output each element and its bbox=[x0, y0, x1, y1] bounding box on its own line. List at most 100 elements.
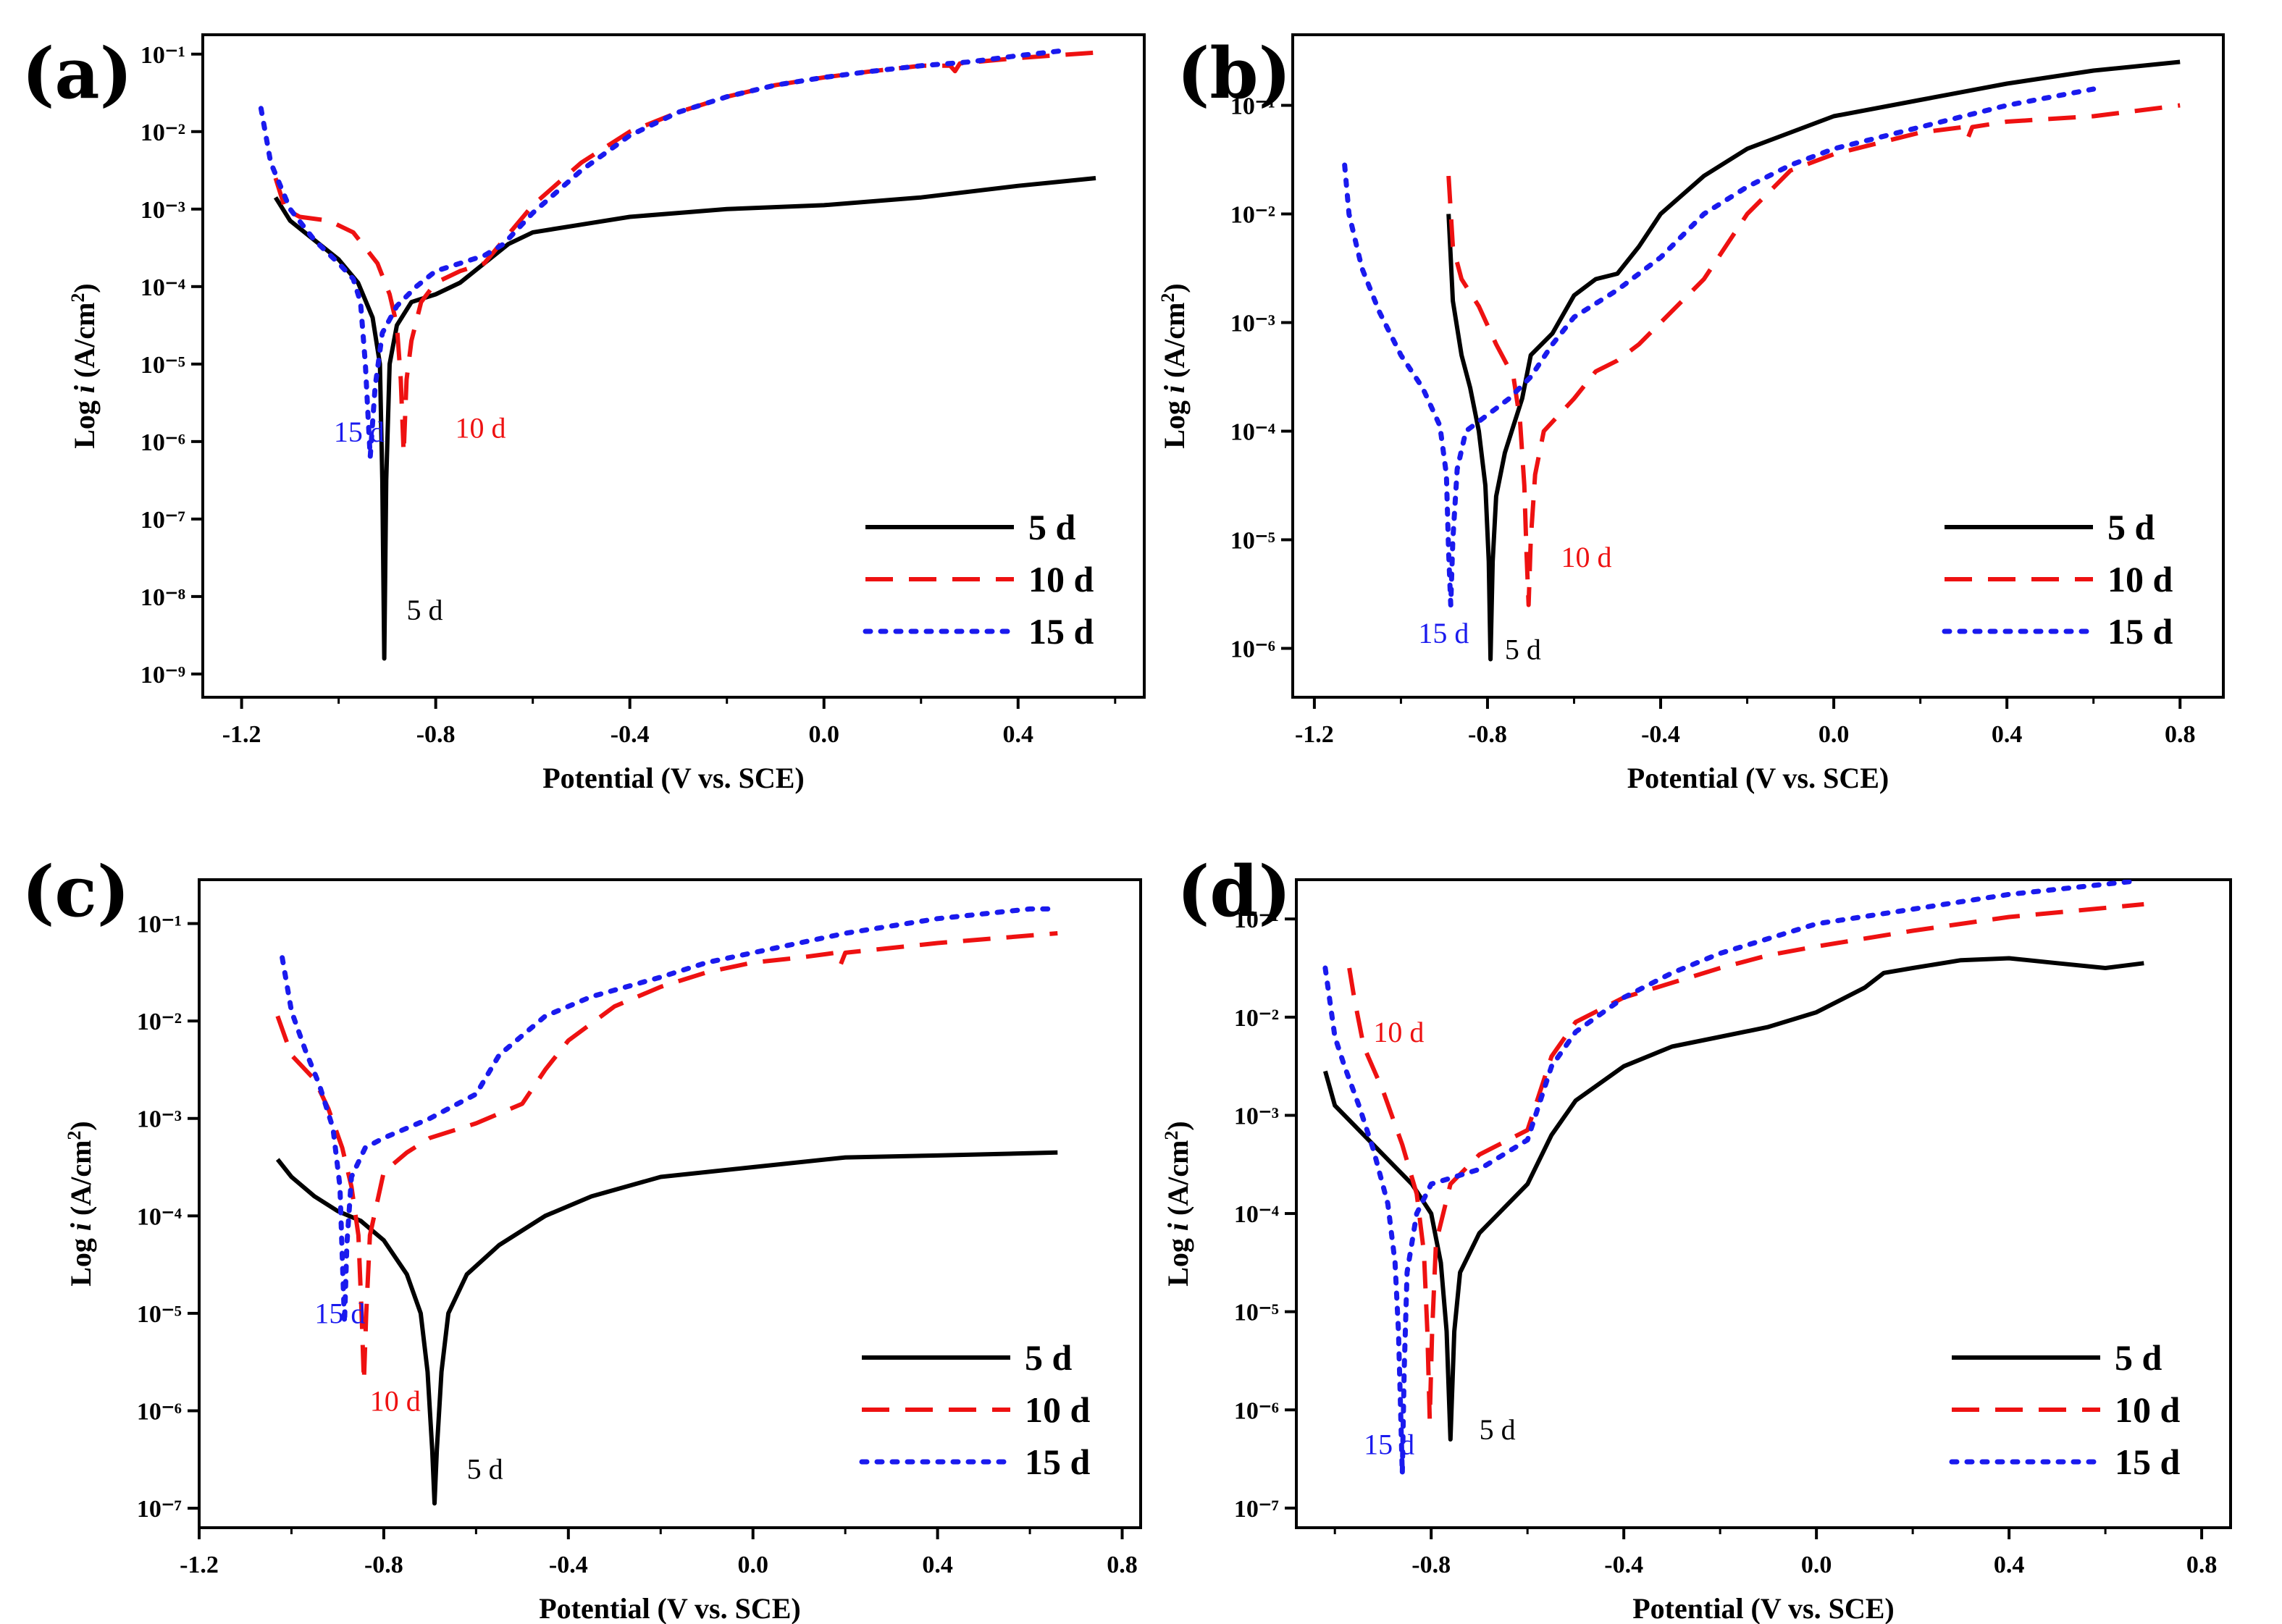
legend-label: 5 d bbox=[2115, 1337, 2163, 1378]
curve-annotation: 5 d bbox=[1505, 634, 1541, 666]
legend-label: 15 d bbox=[2107, 611, 2173, 652]
y-axis-title: Log i (A/cm2) bbox=[1161, 1121, 1195, 1287]
y-tick-label: 10⁻⁷ bbox=[140, 507, 185, 534]
y-tick-label: 10⁻² bbox=[1234, 1005, 1279, 1032]
x-tick-label: -1.2 bbox=[1295, 721, 1334, 748]
plot-frame bbox=[1291, 33, 2225, 699]
legend-label: 10 d bbox=[2107, 559, 2173, 599]
y-axis-title: Log i (A/cm2) bbox=[67, 283, 101, 449]
x-tick-label: 0.0 bbox=[737, 1552, 768, 1578]
x-tick-label: -1.2 bbox=[222, 721, 261, 748]
x-axis-title: Potential (V vs. SCE) bbox=[1627, 762, 1889, 794]
legend-label: 15 d bbox=[2115, 1442, 2181, 1482]
y-tick-label: 10⁻⁹ bbox=[140, 662, 185, 689]
series-line-5d bbox=[275, 1150, 1058, 1506]
curve-annotation: 15 d bbox=[334, 416, 385, 448]
y-tick-label: 10⁻¹ bbox=[137, 912, 182, 938]
panel-label: (d) bbox=[1177, 851, 1291, 933]
y-axis-title: Log i (A/cm2) bbox=[1157, 283, 1191, 449]
y-axis-title: Log i (A/cm2) bbox=[64, 1121, 98, 1287]
legend-label: 5 d bbox=[1028, 507, 1076, 547]
plot-frame bbox=[1295, 878, 2232, 1529]
y-tick-label: 10⁻⁶ bbox=[140, 429, 185, 456]
panel-label: (b) bbox=[1177, 33, 1291, 114]
chart-panel: (d) -0.8 -0.4 0.0 0.4 0.8 10⁻⁷ 10⁻⁶ 10⁻⁵ 10⁻⁴ 10⁻³… bbox=[1161, 851, 2232, 1624]
panel-label: (a) bbox=[22, 33, 133, 114]
curve-annotation: 15 d bbox=[1364, 1428, 1414, 1460]
x-axis-title: Potential (V vs. SCE) bbox=[1632, 1592, 1894, 1624]
x-tick-label: -0.8 bbox=[1411, 1552, 1451, 1578]
curve-annotation: 15 d bbox=[314, 1297, 365, 1329]
curve-annotation: 5 d bbox=[406, 594, 442, 626]
x-tick-label: 0.0 bbox=[1819, 721, 1850, 748]
series-line-5d bbox=[1446, 59, 2181, 662]
curve-annotation: 15 d bbox=[1418, 617, 1469, 649]
legend-label: 10 d bbox=[1028, 559, 1094, 599]
series-line-5d bbox=[1323, 956, 2144, 1442]
x-tick-label: 0.4 bbox=[1994, 1552, 2025, 1578]
series-line-15d bbox=[280, 906, 1060, 1326]
y-tick-label: 10⁻⁴ bbox=[137, 1203, 182, 1230]
x-tick-label: -0.4 bbox=[611, 721, 650, 748]
x-tick-label: -0.4 bbox=[1641, 721, 1680, 748]
series-line-10d bbox=[275, 931, 1058, 1384]
y-tick-label: 10⁻³ bbox=[1230, 311, 1275, 337]
chart-panel: (a) -1.2 -0.8 -0.4 0.0 0.4 10⁻⁹ 10⁻⁸ 10⁻⁷ 10⁻⁶ 10⁻… bbox=[22, 33, 1146, 794]
y-tick-label: 10⁻² bbox=[140, 119, 185, 146]
y-tick-label: 10⁻⁵ bbox=[1230, 528, 1275, 555]
legend-label: 5 d bbox=[1025, 1337, 1073, 1378]
series-line-5d bbox=[273, 176, 1096, 661]
y-tick-label: 10⁻³ bbox=[137, 1106, 182, 1133]
y-tick-label: 10⁻⁶ bbox=[1234, 1397, 1279, 1424]
chart-panel: (b) -1.2 -0.8 -0.4 0.0 0.4 0.8 10⁻⁶ 10⁻⁵ 10⁻⁴ 10⁻³… bbox=[1157, 33, 2225, 794]
y-tick-label: 10⁻⁸ bbox=[140, 584, 185, 611]
curve-annotation: 10 d bbox=[455, 411, 506, 444]
x-tick-label: -0.8 bbox=[364, 1552, 403, 1578]
x-tick-label: 0.0 bbox=[1801, 1552, 1832, 1578]
x-tick-label: -0.4 bbox=[1604, 1552, 1643, 1578]
curve-annotation: 10 d bbox=[1561, 541, 1612, 573]
x-tick-label: 0.4 bbox=[922, 1552, 953, 1578]
legend-label: 10 d bbox=[2115, 1389, 2181, 1430]
y-tick-label: 10⁻² bbox=[137, 1009, 182, 1035]
x-tick-label: 0.8 bbox=[1107, 1552, 1138, 1578]
x-tick-label: 0.4 bbox=[1992, 721, 2023, 748]
x-tick-label: -1.2 bbox=[180, 1552, 219, 1578]
y-tick-label: 10⁻¹ bbox=[140, 42, 185, 69]
chart-panel: (c) -1.2 -0.8 -0.4 0.0 0.4 0.8 10⁻⁷ 10⁻⁶ 10⁻⁵ 10⁻⁴… bbox=[22, 851, 1142, 1624]
legend-label: 5 d bbox=[2107, 507, 2155, 547]
curve-annotation: 5 d bbox=[467, 1453, 503, 1486]
panel-label: (c) bbox=[22, 851, 130, 933]
y-tick-label: 10⁻⁶ bbox=[1230, 636, 1275, 663]
y-tick-label: 10⁻¹ bbox=[1230, 93, 1275, 120]
y-tick-label: 10⁻⁵ bbox=[140, 352, 185, 379]
x-tick-label: 0.4 bbox=[1003, 721, 1034, 748]
y-tick-label: 10⁻³ bbox=[1234, 1103, 1279, 1129]
x-tick-label: 0.8 bbox=[2186, 1552, 2218, 1578]
y-tick-label: 10⁻⁷ bbox=[1234, 1496, 1279, 1523]
x-tick-label: -0.8 bbox=[1468, 721, 1507, 748]
y-tick-label: 10⁻⁴ bbox=[1234, 1201, 1279, 1228]
x-axis-title: Potential (V vs. SCE) bbox=[542, 762, 804, 794]
y-tick-label: 10⁻¹ bbox=[1234, 906, 1279, 933]
x-tick-label: 0.0 bbox=[808, 721, 839, 748]
plot-frame bbox=[201, 33, 1146, 699]
x-tick-label: 0.8 bbox=[2165, 721, 2196, 748]
series-line-15d bbox=[258, 47, 1070, 460]
plot-frame bbox=[198, 878, 1142, 1529]
legend-label: 10 d bbox=[1025, 1389, 1091, 1430]
series-line-10d bbox=[273, 50, 1096, 455]
series-line-15d bbox=[1342, 86, 2097, 607]
curve-annotation: 5 d bbox=[1480, 1413, 1516, 1446]
x-tick-label: -0.8 bbox=[416, 721, 456, 748]
y-tick-label: 10⁻⁵ bbox=[1234, 1300, 1279, 1326]
y-tick-label: 10⁻⁴ bbox=[140, 274, 185, 301]
legend-label: 15 d bbox=[1025, 1442, 1091, 1482]
series-line-15d bbox=[1322, 880, 2132, 1476]
y-tick-label: 10⁻⁷ bbox=[137, 1496, 182, 1523]
y-tick-label: 10⁻² bbox=[1230, 202, 1275, 229]
legend-label: 15 d bbox=[1028, 611, 1094, 652]
x-axis-title: Potential (V vs. SCE) bbox=[539, 1592, 800, 1624]
y-tick-label: 10⁻⁴ bbox=[1230, 419, 1275, 446]
series-line-10d bbox=[1347, 901, 2144, 1422]
